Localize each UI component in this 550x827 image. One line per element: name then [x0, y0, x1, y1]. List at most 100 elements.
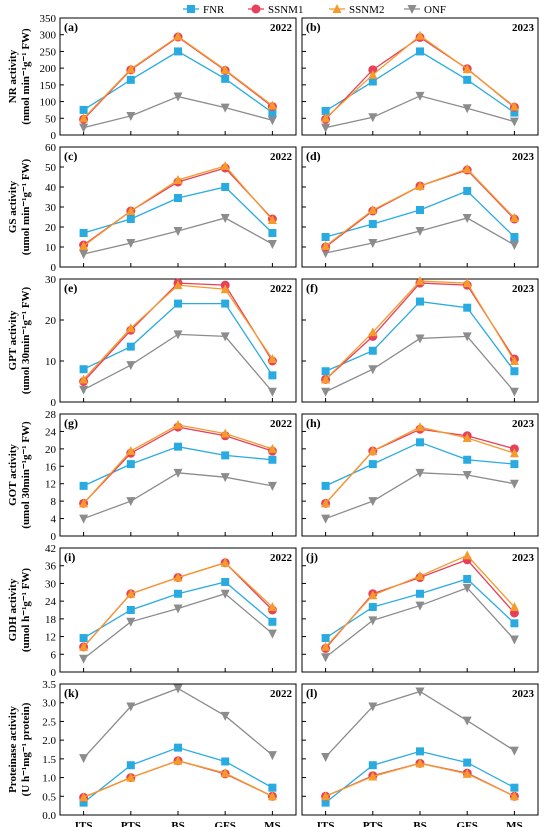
- y-tick-label: 40: [45, 182, 57, 194]
- panel-label: (h): [306, 416, 321, 430]
- panel-label: (l): [306, 686, 317, 700]
- data-point: [368, 460, 377, 469]
- data-point: [267, 240, 277, 249]
- y-tick-label: 0.0: [42, 810, 56, 822]
- legend: FNR SSNM1 SSNM2 ONF: [183, 4, 446, 16]
- series-fnr: [321, 187, 519, 241]
- series-line: [83, 760, 273, 799]
- series-ssnm2: [321, 164, 519, 250]
- data-point: [368, 113, 378, 123]
- data-point: [368, 69, 378, 79]
- series-line: [325, 472, 515, 520]
- data-point: [79, 374, 89, 384]
- data-point: [510, 460, 519, 469]
- panel-label: (a): [64, 20, 78, 34]
- series-fnr: [321, 747, 519, 807]
- y-tick-label: 200: [40, 63, 57, 75]
- data-point: [174, 194, 182, 202]
- series-ssnm1: [321, 424, 519, 508]
- panel-c: 0 10 20 30 40 50 60 (c) 2022 GS activity(umol min…: [7, 142, 297, 274]
- legend-label: SSNM2: [349, 4, 384, 16]
- legend-marker: [332, 4, 342, 13]
- data-point: [463, 575, 472, 583]
- data-point: [267, 116, 277, 126]
- x-tick-label: MS: [506, 820, 523, 827]
- panel-label: (k): [64, 686, 79, 700]
- data-point: [321, 106, 330, 115]
- data-point: [462, 768, 472, 778]
- series-ssnm2: [79, 280, 277, 384]
- data-point: [415, 422, 425, 432]
- y-tick-label: 30: [45, 202, 57, 214]
- data-point: [415, 571, 425, 581]
- panel-label: (f): [306, 281, 318, 295]
- panel-b: (b) 2023: [301, 17, 539, 136]
- data-point: [462, 278, 472, 288]
- data-point: [416, 438, 424, 447]
- data-point: [463, 75, 472, 84]
- x-tick-label: BS: [413, 820, 426, 827]
- year-label: 2023: [512, 418, 535, 430]
- data-point: [126, 617, 136, 627]
- series-line: [83, 593, 273, 660]
- data-point: [220, 428, 230, 438]
- year-label: 2022: [270, 283, 293, 295]
- data-point: [126, 361, 136, 371]
- data-point: [268, 455, 277, 464]
- series-fnr: [321, 297, 519, 376]
- series-ssnm2: [321, 30, 519, 123]
- y-tick-label: 28: [45, 409, 57, 421]
- data-point: [415, 334, 425, 344]
- panel-h: (h) 2023: [301, 413, 539, 537]
- data-point: [174, 743, 182, 752]
- data-point: [510, 108, 519, 117]
- y-axis-label: Proteinase activity(U h⁻¹mg⁻¹ protein): [7, 702, 32, 796]
- panel-e: 0 10 20 30 (e) 2022 GPT activity(umol 30min⁻¹g…: [7, 274, 297, 409]
- series-onf: [321, 332, 519, 397]
- series-line: [325, 50, 515, 114]
- legend-item-onf: ONF: [404, 4, 446, 16]
- series-line: [325, 554, 515, 648]
- data-point: [267, 443, 277, 453]
- data-point: [368, 702, 378, 712]
- data-point: [221, 757, 230, 766]
- data-point: [416, 297, 424, 306]
- data-point: [321, 634, 330, 643]
- series-fnr: [79, 577, 277, 643]
- data-point: [368, 603, 377, 612]
- legend-label: ONF: [424, 4, 446, 16]
- data-point: [509, 602, 519, 612]
- data-point: [268, 783, 277, 792]
- y-axis-label-line1: NR activity: [7, 49, 19, 103]
- series-ssnm1: [321, 278, 519, 384]
- data-point: [220, 557, 230, 567]
- legend-label: FNR: [203, 4, 225, 16]
- data-point: [126, 761, 135, 770]
- data-point: [368, 205, 378, 214]
- data-point: [267, 353, 277, 363]
- data-point: [510, 783, 519, 792]
- x-tick-label: PTS: [121, 820, 141, 827]
- data-point: [463, 455, 472, 464]
- data-point: [509, 479, 519, 489]
- data-point: [79, 385, 89, 395]
- data-point: [509, 448, 519, 458]
- y-tick-label: 0.5: [42, 791, 56, 803]
- y-tick-label: 150: [40, 80, 57, 92]
- y-tick-label: 8: [51, 496, 57, 508]
- series-line: [83, 426, 273, 504]
- data-point: [126, 772, 136, 782]
- series-onf: [79, 468, 277, 524]
- data-point: [415, 181, 425, 190]
- series-ssnm1: [321, 32, 519, 124]
- y-tick-label: 1.0: [42, 773, 56, 785]
- data-point: [321, 233, 330, 241]
- series-ssnm2: [79, 419, 277, 508]
- y-tick-label: 0: [51, 262, 57, 274]
- data-point: [462, 164, 472, 173]
- series-onf: [79, 330, 277, 397]
- series-line: [325, 280, 515, 380]
- data-point: [267, 100, 277, 110]
- legend-item-fnr: FNR: [183, 4, 225, 16]
